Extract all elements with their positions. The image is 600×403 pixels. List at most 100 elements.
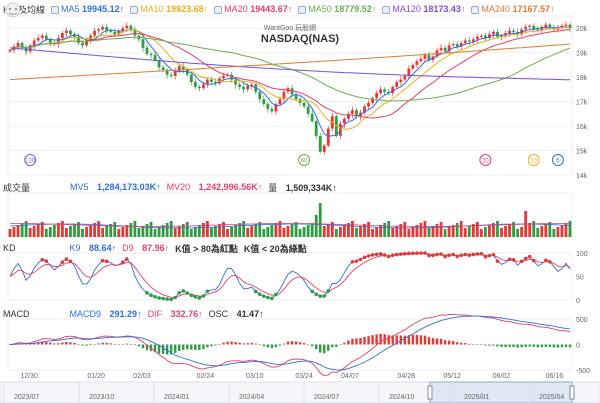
ma5-toggle[interactable]: MA5 19945.12↑	[51, 4, 124, 14]
candle	[338, 123, 342, 136]
candle	[218, 78, 221, 84]
dif-item[interactable]: DIF 332.76↑	[147, 309, 203, 319]
osc-bar	[359, 337, 362, 345]
ma10-toggle[interactable]: MA10 19823.68↑	[130, 4, 208, 14]
kd-red-dot	[419, 251, 423, 255]
candle	[560, 25, 564, 29]
candle	[479, 35, 483, 37]
candle	[153, 55, 157, 61]
osc-bar	[407, 335, 411, 345]
kd-red-dot	[64, 257, 69, 261]
x-tick-label: 01/20	[87, 373, 105, 380]
volume-bar	[44, 229, 48, 237]
candle	[359, 112, 362, 117]
ma120-toggle[interactable]: MA120 18173.43↑	[382, 4, 465, 14]
kd-green-dot	[322, 294, 327, 298]
kd-green-dot	[185, 291, 190, 295]
osc-bar	[169, 344, 173, 355]
ma50-toggle[interactable]: MA50 18779.52↑	[298, 4, 376, 14]
navigator-handle-right	[569, 385, 575, 400]
ma240-toggle[interactable]: MA240 17167.57↑	[471, 4, 555, 14]
candle	[125, 25, 129, 29]
kd-green-dot	[270, 296, 274, 301]
candle	[137, 35, 141, 40]
kd-red-dot	[68, 259, 73, 264]
candle	[496, 31, 499, 37]
volume-bar	[278, 221, 282, 237]
candle	[97, 29, 101, 31]
volume-bar	[206, 221, 209, 237]
volume-bar	[451, 225, 455, 237]
kd-red-dot	[60, 260, 65, 264]
osc-bar	[105, 342, 108, 345]
volume-legend: 成交量 MV5 1,284,173.03K↑ MV20 1,242,996.56…	[3, 180, 343, 194]
volume-bar	[419, 223, 423, 237]
kd-tick: 100	[576, 251, 588, 258]
candle	[435, 50, 439, 57]
mv5-item[interactable]: MV5 1,284,173.03K↑	[70, 182, 161, 192]
osc-bar	[512, 344, 515, 348]
volume-bar	[56, 223, 60, 237]
volume-bar	[69, 226, 72, 237]
candle	[403, 75, 407, 80]
candle	[24, 47, 28, 52]
volume-bar	[411, 227, 415, 237]
kd-green-dot	[169, 297, 173, 302]
ma20-toggle[interactable]: MA20 19443.67↑	[214, 4, 292, 14]
kd-green-dot	[165, 297, 169, 301]
osc-bar	[536, 344, 539, 348]
volume-bar	[504, 226, 507, 237]
candle	[528, 25, 532, 28]
volume-bar	[427, 228, 431, 237]
osc-bar	[242, 343, 245, 345]
volume-bar	[492, 223, 495, 237]
osc-bar	[488, 344, 491, 346]
kd-red-dot	[366, 254, 371, 258]
candle	[391, 86, 395, 94]
volume-bar	[189, 229, 193, 237]
osc-bar	[343, 342, 346, 345]
candle	[65, 30, 68, 34]
candle	[56, 38, 60, 45]
osc-bar	[178, 344, 181, 352]
osc-bar	[464, 343, 467, 345]
osc-bar	[520, 344, 523, 348]
kd-green-dot	[318, 294, 323, 298]
chart-title: NASDAQ(NAS)	[261, 33, 340, 45]
volume-bar	[12, 227, 16, 237]
volume-bar	[556, 227, 560, 237]
volume-bar	[226, 229, 229, 237]
macd-label: MACD	[3, 309, 30, 319]
candle	[520, 29, 524, 35]
osc-bar	[528, 344, 531, 347]
mv20-item[interactable]: MV20 1,242,996.56K↑	[166, 182, 263, 192]
ma-line-ma5	[9, 26, 571, 138]
candle	[185, 69, 189, 75]
osc-bar	[214, 344, 217, 346]
volume-bar	[488, 225, 491, 237]
event-label: 120	[25, 159, 36, 165]
osc-bar	[310, 344, 314, 347]
k9-item[interactable]: K9 88.64↑	[69, 243, 117, 253]
volume-bar	[32, 226, 36, 237]
event-marker	[298, 154, 311, 166]
event-label: 5	[556, 159, 560, 165]
amount-item[interactable]: 量 1,509,334K↑	[268, 182, 337, 193]
d9-item[interactable]: D9 87.96↑	[122, 243, 170, 253]
osc-bar	[258, 344, 261, 345]
kd-green-dot	[181, 289, 186, 293]
kd-red-dot	[382, 253, 387, 257]
volume-bar	[113, 222, 117, 237]
y-tick-label: 19k	[576, 51, 588, 58]
kd-green-dot	[189, 293, 194, 298]
candle	[475, 36, 479, 40]
macd9-item[interactable]: MACD9 291.29↑	[69, 309, 142, 319]
osc-item[interactable]: OSC 41.47↑	[208, 309, 264, 319]
candle	[556, 28, 560, 30]
volume-bar	[351, 221, 354, 237]
volume-bar	[536, 228, 540, 237]
volume-bar	[439, 222, 443, 237]
volume-bar	[93, 223, 97, 237]
navigator	[0, 381, 600, 403]
